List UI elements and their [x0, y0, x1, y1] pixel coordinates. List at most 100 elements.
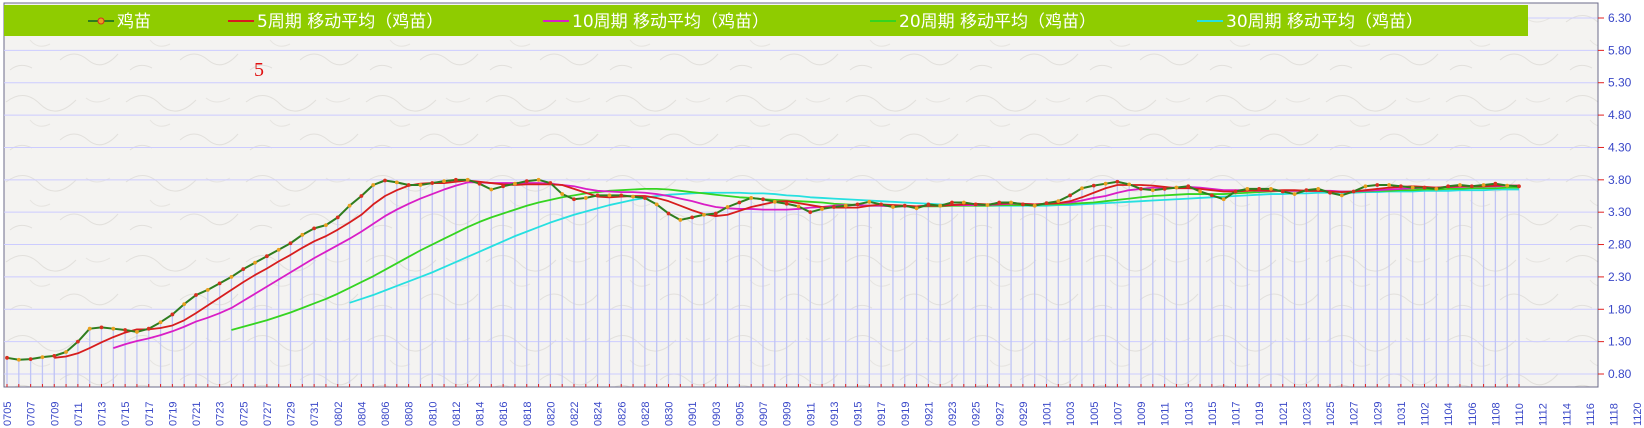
x-tick-label: 0717 [144, 402, 156, 426]
data-point [1257, 186, 1262, 191]
data-point [1115, 179, 1120, 184]
x-tick-label: 1009 [1136, 402, 1148, 426]
x-tick-label: 0810 [427, 402, 439, 426]
data-point [1221, 197, 1226, 202]
data-point [229, 275, 234, 279]
x-tick-label: 1104 [1443, 402, 1455, 426]
x-tick-label: 1027 [1349, 402, 1361, 426]
x-tick-label: 0705 [2, 402, 14, 426]
x-tick-label: 0927 [994, 402, 1006, 426]
x-tick-label: 1011 [1160, 402, 1172, 426]
data-point [430, 181, 435, 185]
x-tick-label: 0913 [829, 402, 841, 426]
y-axis: 0.80 1.30 1.80 2.30 2.80 3.30 3.80 4.30 4.80 5.30… [1597, 3, 1632, 387]
y-tick-label: 6.30 [1608, 11, 1632, 25]
data-point [749, 196, 754, 200]
data-point [453, 177, 458, 182]
data-point [288, 241, 293, 246]
data-point [1363, 184, 1368, 189]
x-tick-label: 0905 [734, 402, 746, 426]
data-point [359, 194, 364, 198]
data-point [513, 181, 517, 186]
data-point [1458, 183, 1462, 187]
data-point [241, 267, 246, 272]
data-point [1351, 189, 1356, 194]
data-point [1044, 201, 1049, 206]
data-point [961, 200, 966, 205]
data-point [702, 212, 706, 217]
data-point [831, 205, 836, 209]
data-point [1186, 184, 1191, 189]
data-point [205, 287, 210, 292]
x-tick-label: 0820 [545, 402, 557, 426]
data-point [465, 177, 470, 182]
data-point [1517, 184, 1521, 189]
data-point [1068, 193, 1073, 198]
data-point [1398, 184, 1403, 189]
x-tick-label: 1021 [1278, 402, 1290, 426]
x-tick-label: 1029 [1372, 402, 1384, 426]
data-point [891, 205, 895, 209]
data-point [406, 183, 411, 187]
data-point [1056, 199, 1061, 204]
data-point [501, 184, 506, 189]
x-tick-label: 0709 [49, 402, 61, 426]
data-point [642, 196, 647, 200]
data-point [1316, 186, 1321, 191]
data-point [678, 218, 683, 222]
data-point [843, 203, 848, 208]
x-tick-label: 0917 [876, 402, 888, 426]
data-point [1209, 193, 1214, 198]
y-tick-label: 3.30 [1608, 205, 1632, 219]
data-point [158, 320, 163, 325]
data-point [737, 200, 742, 205]
x-tick-label: 1017 [1231, 402, 1243, 426]
data-point [761, 197, 765, 202]
x-tick-label: 1108 [1490, 402, 1502, 426]
data-point [40, 355, 45, 360]
x-tick-label: 0903 [711, 402, 723, 426]
x-tick-label: 1102 [1420, 402, 1432, 426]
data-point [713, 211, 718, 216]
x-tick-label: 0814 [475, 402, 487, 426]
x-tick-label: 0802 [333, 402, 345, 426]
data-point [1269, 186, 1273, 191]
data-point [194, 293, 198, 297]
data-point [607, 193, 612, 198]
data-point [5, 355, 9, 360]
x-tick-label: 0915 [853, 402, 865, 426]
x-tick-label: 1001 [1042, 402, 1054, 426]
legend-background [4, 5, 1528, 36]
data-point [1387, 183, 1391, 187]
data-point [1233, 189, 1238, 194]
data-point [583, 196, 588, 200]
x-tick-label: 0713 [97, 402, 109, 426]
plot-background [3, 2, 1599, 388]
x-tick-label: 0929 [1018, 402, 1030, 426]
data-point [371, 183, 376, 187]
legend: 鸡苗 5周期 移动平均（鸡苗） 10周期 移动平均（鸡苗） 20周期 移动平均（鸡苗）… [88, 12, 1423, 32]
x-tick-label: 1114 [1561, 403, 1573, 426]
data-point [1139, 186, 1143, 191]
x-tick-label: 0725 [238, 402, 250, 426]
data-point [1505, 183, 1510, 188]
y-tick-label: 2.80 [1608, 238, 1632, 252]
x-tick-label: 1019 [1254, 402, 1266, 426]
x-tick-label: 0909 [782, 402, 794, 426]
x-tick-label: 0921 [923, 402, 935, 426]
data-point [548, 181, 553, 185]
data-point [879, 202, 884, 207]
data-point [394, 180, 399, 185]
data-point [418, 183, 423, 187]
data-point [572, 197, 576, 202]
y-tick-label: 0.80 [1608, 367, 1632, 381]
data-point [217, 281, 222, 286]
data-point [1493, 181, 1498, 186]
x-tick-label: 0824 [593, 402, 605, 426]
data-point [383, 178, 387, 183]
legend-marker [97, 17, 105, 25]
data-point [820, 207, 824, 211]
x-tick-label: 0727 [262, 402, 274, 426]
